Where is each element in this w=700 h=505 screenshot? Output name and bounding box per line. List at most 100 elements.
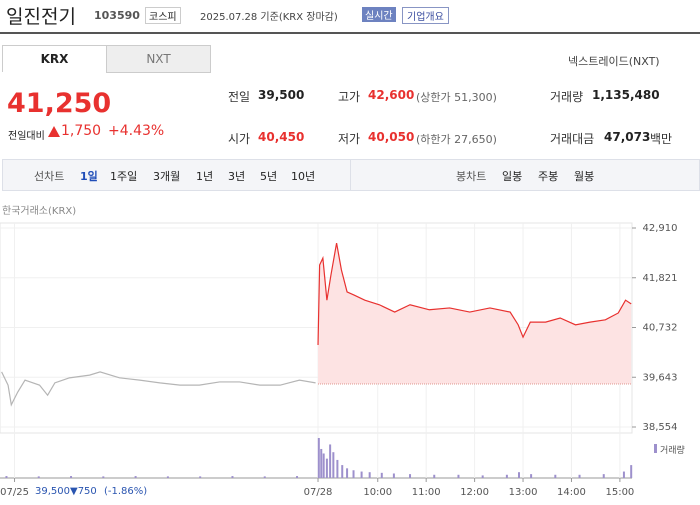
volume-bar [199, 476, 202, 478]
up-icon [48, 126, 60, 137]
x-tick-label: 11:00 [412, 487, 441, 498]
x-tick-label: 12:00 [460, 487, 489, 498]
price-line [317, 242, 632, 345]
period[interactable]: 5년 [260, 170, 278, 183]
y-tick-label: 40,732 [643, 323, 678, 334]
x-tick-label: 13:00 [509, 487, 538, 498]
volume-bar [322, 453, 325, 478]
change-label: 전일대비 [8, 131, 45, 142]
x-tick-label: 07/25 [0, 487, 29, 498]
footer-change: ▼750 [70, 486, 97, 497]
chart: 42,910 41,821 40,732 39,643 38,554 07/25 07/28… [0, 222, 678, 498]
volume-bar [368, 472, 371, 478]
y-tick-label: 38,554 [643, 422, 678, 433]
volume-bar [296, 476, 299, 478]
volume-bar [481, 475, 484, 478]
market-badge: 코스피 [145, 7, 181, 24]
candle-label: 봉차트 [456, 170, 487, 183]
info-value: 39,500 [258, 88, 305, 102]
area [318, 243, 632, 384]
change-rate: +4.43% [108, 123, 165, 139]
change: 1,750 [61, 123, 102, 139]
volume-bar [341, 465, 344, 478]
info-label: 거래량 [550, 90, 584, 104]
volume-bar [325, 458, 328, 478]
x-tick-label: 10:00 [363, 487, 392, 498]
info-value: 40,050 [368, 130, 415, 144]
info-value: 47,073 [604, 130, 651, 144]
divider [0, 32, 700, 34]
info-label: 저가 [338, 132, 361, 146]
volume-bar [134, 476, 137, 478]
info-note: (하한가 27,650) [416, 133, 497, 146]
volume-bar [336, 459, 339, 478]
nxt-link[interactable]: 넥스트레이드(NXT) [568, 55, 660, 68]
volume-bar [70, 476, 73, 478]
info-note: (상한가 51,300) [416, 91, 497, 104]
period[interactable]: 1일 [80, 170, 98, 183]
candle[interactable]: 월봉 [574, 170, 595, 183]
date: 2025.07.28 기준(KRX 장마감) [200, 12, 338, 23]
x-tick-label: 15:00 [605, 487, 634, 498]
volume-bar [5, 476, 8, 478]
price: 41,250 [7, 88, 112, 119]
candle[interactable]: 주봉 [538, 170, 559, 183]
volume-bar [622, 471, 625, 478]
volume-bar [457, 474, 460, 478]
info-value: 1,135,480 [592, 88, 660, 102]
source: 한국거래소(KRX) [2, 206, 77, 217]
info-value: 40,450 [258, 130, 305, 144]
volume-bar [392, 473, 395, 478]
volume-bar [630, 465, 633, 478]
volume-bar [380, 472, 383, 478]
info-label: 전일 [228, 90, 251, 104]
period[interactable]: 3개월 [153, 170, 181, 183]
y-tick-label: 42,910 [643, 223, 678, 234]
volume-bar [554, 474, 557, 478]
separator [350, 160, 351, 190]
volume-bar [166, 476, 169, 478]
company-button[interactable]: 기업개요 [402, 7, 449, 24]
period[interactable]: 1년 [196, 170, 214, 183]
volume-bar [37, 476, 40, 478]
volume-bar [530, 474, 533, 478]
footer-price: 39,500 [35, 486, 70, 497]
tab-nxt[interactable]: NXT [106, 45, 211, 73]
y-tick-label: 39,643 [643, 372, 678, 383]
tab-krx[interactable]: KRX [2, 45, 107, 72]
y-tick-label: 41,821 [643, 273, 678, 284]
volume-bar [231, 476, 234, 478]
info-label: 시가 [228, 132, 251, 146]
volume-bar [505, 474, 508, 478]
volume-swatch [654, 444, 657, 453]
price-line [1, 371, 316, 407]
volume-bar [360, 471, 363, 478]
stock-code: 103590 [94, 9, 140, 22]
volume-bar [352, 470, 355, 478]
volume-bar [332, 452, 335, 478]
volume-bar [346, 468, 349, 478]
x-tick-label: 07/28 [304, 487, 333, 498]
volume-label: 거래량 [660, 446, 685, 456]
candle[interactable]: 일봉 [502, 170, 523, 183]
volume-bar [263, 476, 266, 478]
realtime-button[interactable]: 실시간 [362, 7, 396, 22]
period[interactable]: 1주일 [110, 170, 138, 183]
volume-bar [329, 444, 332, 478]
volume-bar [578, 474, 581, 478]
footer-rate: (-1.86%) [104, 486, 148, 497]
x-tick-label: 14:00 [557, 487, 586, 498]
period[interactable]: 10년 [291, 170, 316, 183]
volume-bar [102, 476, 105, 478]
line-chart-label: 선차트 [34, 170, 65, 183]
volume-bar [320, 448, 323, 478]
info-label: 거래대금 [550, 132, 595, 146]
volume-bar [409, 474, 412, 478]
volume-bar [517, 472, 520, 478]
period[interactable]: 3년 [228, 170, 246, 183]
toolbar [2, 159, 700, 191]
volume-bar [317, 438, 320, 478]
info-value: 42,600 [368, 88, 415, 102]
info-unit: 백만 [650, 132, 673, 146]
